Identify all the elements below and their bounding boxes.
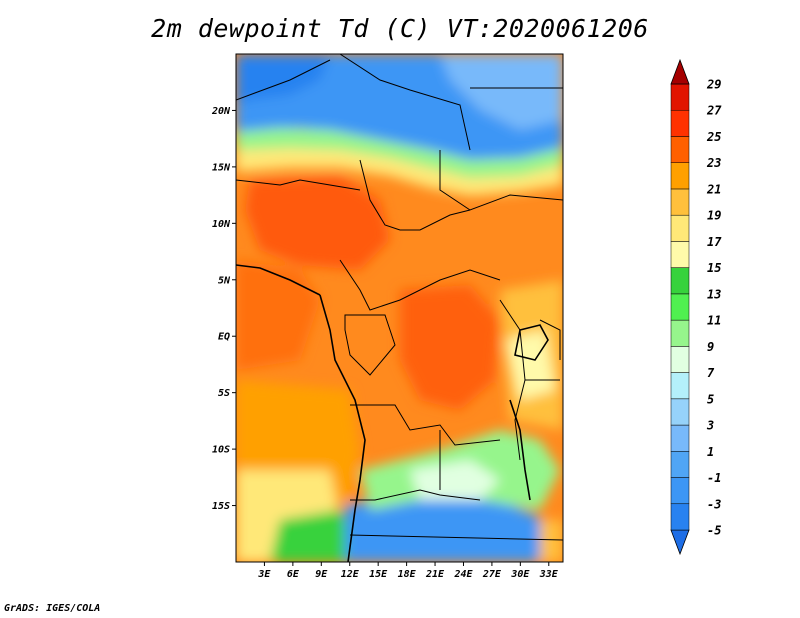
colorbar-segment (670, 188, 690, 216)
political-boundaries (236, 54, 563, 541)
lon-tick-label: 15E (369, 569, 388, 580)
lon-tick-label: 21E (425, 569, 445, 580)
lat-tick-label: EQ (218, 332, 230, 343)
colorbar-label: -5 (707, 524, 721, 538)
lon-tick-label: 12E (341, 569, 360, 580)
boundary-gabon-congo (344, 314, 396, 376)
lon-tick-label: 9E (315, 569, 328, 580)
lat-tick-label: 15N (212, 162, 231, 173)
boundary-8 (339, 259, 501, 311)
colorbar-segment (670, 241, 690, 268)
boundary-15 (349, 534, 563, 541)
dewpoint-field (236, 54, 563, 562)
colorbar-label: 27 (706, 104, 722, 118)
colorbar-label: 29 (706, 78, 721, 92)
west-africa-humid-core (245, 176, 390, 270)
map-frame (235, 53, 564, 563)
lat-tick-label: 15S (212, 501, 230, 512)
colorbar-segment (670, 109, 690, 137)
colorbar-segment (670, 136, 690, 163)
southern-africa-dry (345, 490, 545, 562)
coast-gulf-guinea (236, 264, 321, 296)
lon-tick-label: 3E (257, 569, 271, 580)
longitude-axis: 3E 6E 9E 12E 15E 18E 21E 24E 27E 30E 33E (257, 562, 559, 580)
mozambique-coast (540, 520, 563, 562)
boundary-14 (539, 319, 561, 360)
southwest-green-patch (270, 510, 360, 562)
grads-credit: GrADS: IGES/COLA (4, 603, 101, 614)
boundary-4 (236, 179, 361, 191)
lon-tick-label: 27E (482, 569, 502, 580)
lat-tick-label: 10N (212, 219, 231, 230)
gulf-of-guinea-humid (236, 260, 320, 370)
lat-tick-label: 5N (218, 275, 231, 286)
lake-tanganyika (509, 399, 531, 501)
congo-basin-humid-core (400, 285, 500, 410)
boundary-9 (350, 404, 501, 446)
coastlines (236, 264, 549, 562)
boundary-1 (236, 59, 331, 101)
colorbar-label: -1 (707, 471, 721, 485)
sahel-humid-band (236, 148, 563, 196)
lon-tick-label: 30E (510, 569, 530, 580)
colorbar-segment (670, 398, 690, 426)
colorbar-segment (670, 83, 690, 111)
colorbar-segment (670, 214, 690, 242)
colorbar-label: 19 (707, 209, 721, 223)
lon-tick-label: 24E (453, 569, 473, 580)
boundary-2 (339, 54, 471, 151)
colorbar-label: 5 (707, 392, 714, 406)
colorbar-segment (670, 267, 690, 295)
colorbar-label: 17 (707, 235, 722, 249)
colorbar-segment (670, 162, 690, 190)
colorbar-segment (670, 346, 690, 373)
colorbar-label: 13 (707, 287, 721, 301)
latitude-axis: 20N 15N 10N 5N EQ 5S 10S 15S (211, 106, 236, 512)
colorbar-segment (670, 319, 690, 347)
colorbar-label: 9 (707, 340, 714, 354)
colorbar-label: 25 (706, 130, 721, 144)
colorbar-label: 3 (706, 419, 714, 433)
lon-tick-label: 33E (539, 569, 559, 580)
colorbar-label: 21 (706, 182, 721, 196)
dewpoint-shading (236, 54, 563, 562)
zambia-light-patch (410, 460, 500, 500)
boundary-10 (350, 489, 481, 501)
lake-victoria (514, 324, 549, 361)
colorbar-segment (670, 503, 690, 531)
lon-tick-label: 6E (287, 569, 300, 580)
colorbar-label: 1 (707, 445, 714, 459)
sahel-transition-moist (236, 128, 563, 182)
colorbar-segment (670, 477, 690, 505)
lat-tick-label: 5S (218, 388, 230, 399)
dry-northeast (440, 54, 563, 130)
boundary-7 (400, 209, 471, 231)
lon-tick-label: 18E (398, 569, 417, 580)
plot-title: 2m dewpoint Td (C) VT:2020061206 (151, 14, 649, 43)
colorbar-label: 23 (706, 156, 721, 170)
colorbar-low-triangle (670, 529, 690, 556)
colorbar-label: 15 (707, 261, 721, 275)
colorbar-segment (670, 424, 690, 452)
colorbar-segment (670, 293, 690, 321)
boundary-5 (359, 159, 401, 231)
colorbar-label: 7 (707, 366, 715, 380)
colorbar-label: -3 (707, 497, 721, 511)
colorbar-label: 11 (707, 314, 721, 328)
lat-tick-label: 20N (211, 106, 231, 117)
colorbar-segment (670, 372, 690, 400)
coast-west-central (319, 294, 366, 562)
lat-tick-label: 10S (212, 445, 230, 456)
colorbar-segment (670, 451, 690, 478)
colorbar-high-triangle (670, 58, 690, 85)
